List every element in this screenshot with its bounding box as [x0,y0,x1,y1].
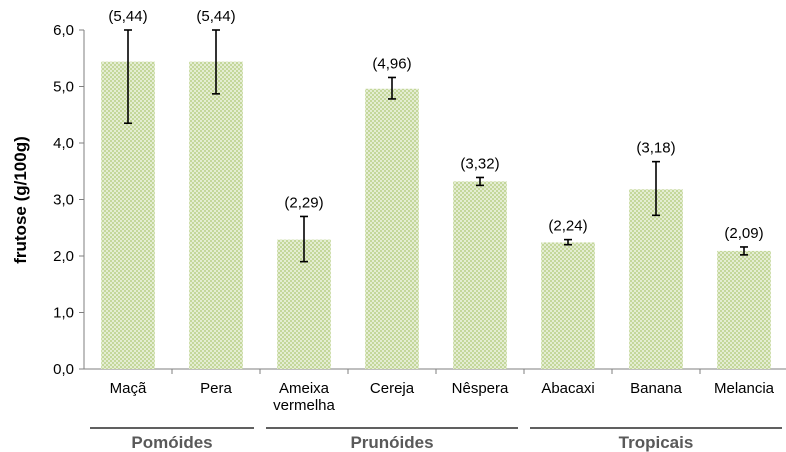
x-tick-label: Cereja [370,380,415,397]
y-tick-label: 2,0 [53,248,74,265]
x-tick-label: Nêspera [452,380,509,397]
x-tick-label-line: Pera [200,380,232,397]
data-label: (5,44) [196,8,235,25]
y-tick-label: 0,0 [53,361,74,378]
bar [189,61,243,369]
group-label: Pomóides [131,433,212,452]
bar [541,242,595,369]
group-label: Tropicais [619,433,694,452]
bar [629,189,683,369]
x-tick-label: Ameixa vermelha [273,380,335,414]
bar [453,181,507,369]
y-tick-label: 1,0 [53,305,74,322]
bar [717,250,771,369]
y-tick-label: 4,0 [53,135,74,152]
plot-area: 0,0 1,0 2,0 3,0 4,0 5,0 6,0 (5,44) Maçã (5,44) Per… [53,8,786,452]
x-tick-label-line: Nêspera [452,380,509,397]
data-label: (3,18) [636,140,675,157]
y-tick-label: 6,0 [53,22,74,39]
x-tick-label-line: Melancia [714,380,775,397]
x-tick-label-line: Maçã [110,380,147,397]
x-tick-label: Pera [200,380,232,397]
y-axis-label: frutose (g/100g) [11,136,30,264]
group-label: Prunóides [350,433,433,452]
bar [365,88,419,369]
data-label: (3,32) [460,155,499,172]
data-label: (2,09) [724,225,763,242]
data-label: (2,24) [548,218,587,235]
x-tick-label: Abacaxi [541,380,594,397]
data-label: (5,44) [108,8,147,25]
x-tick-label: Melancia [714,380,775,397]
data-label: (4,96) [372,55,411,72]
x-tick-label: Banana [630,380,682,397]
x-tick-label-line: vermelha [273,397,335,414]
x-tick-label-line: Banana [630,380,682,397]
y-tick-label: 3,0 [53,192,74,209]
x-tick-label-line: Ameixa [279,380,330,397]
x-tick-label-line: Abacaxi [541,380,594,397]
x-tick-label-line: Cereja [370,380,415,397]
data-label: (2,29) [284,194,323,211]
x-tick-label: Maçã [110,380,147,397]
y-tick-label: 5,0 [53,79,74,96]
